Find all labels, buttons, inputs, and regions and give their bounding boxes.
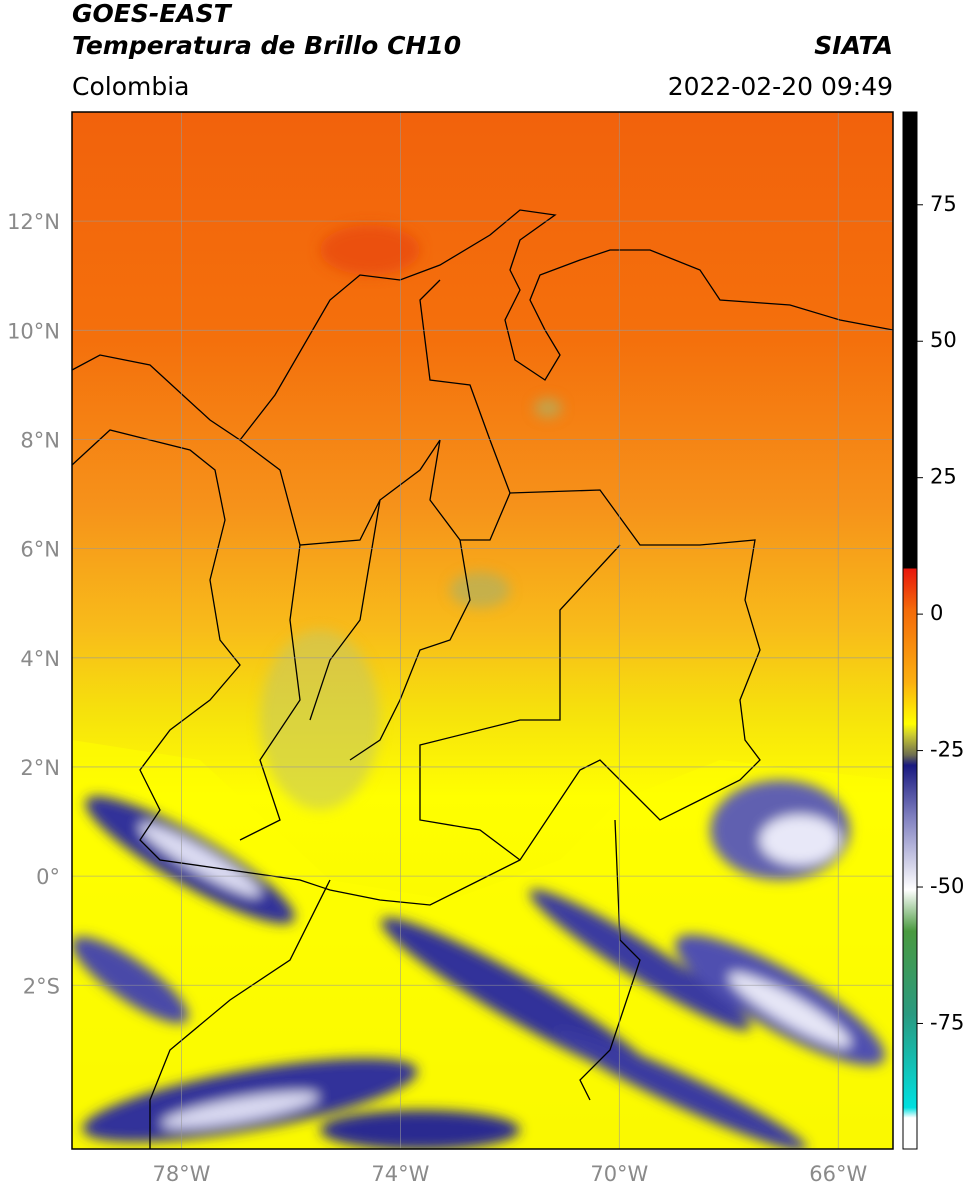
- colorbar-tick-label: -25: [930, 738, 964, 762]
- subtitle: Temperatura de Brillo CH10: [72, 31, 461, 60]
- lon-tick-label: 78°W: [152, 1162, 210, 1186]
- satellite-image: [72, 112, 893, 1149]
- source: SIATA: [814, 31, 893, 60]
- map-frame: [71, 111, 894, 1150]
- colorbar: [902, 111, 918, 1150]
- colorbar-tick-label: -75: [930, 1010, 964, 1034]
- colorbar-tick-label: 0: [930, 601, 943, 625]
- colorbar-tick-label: -50: [930, 874, 964, 898]
- lat-tick-label: 8°N: [20, 428, 60, 452]
- colorbar-tick-label: 25: [930, 465, 957, 489]
- lon-tick-label: 70°W: [590, 1162, 648, 1186]
- region: Colombia: [72, 72, 189, 101]
- lat-tick-label: 2°S: [23, 974, 60, 998]
- colorbar-tick-label: 75: [930, 192, 957, 216]
- lat-tick-label: 10°N: [7, 319, 60, 343]
- title: GOES-EAST: [72, 0, 233, 28]
- colorbar-tick-label: 50: [930, 328, 957, 352]
- lat-tick-label: 4°N: [20, 647, 60, 671]
- lat-tick-label: 0°: [36, 865, 60, 889]
- lon-tick-label: 66°W: [809, 1162, 867, 1186]
- lat-tick-label: 6°N: [20, 538, 60, 562]
- lon-tick-label: 74°W: [371, 1162, 429, 1186]
- lat-tick-label: 2°N: [20, 756, 60, 780]
- timestamp: 2022-02-20 09:49: [668, 72, 893, 101]
- lat-tick-label: 12°N: [7, 210, 60, 234]
